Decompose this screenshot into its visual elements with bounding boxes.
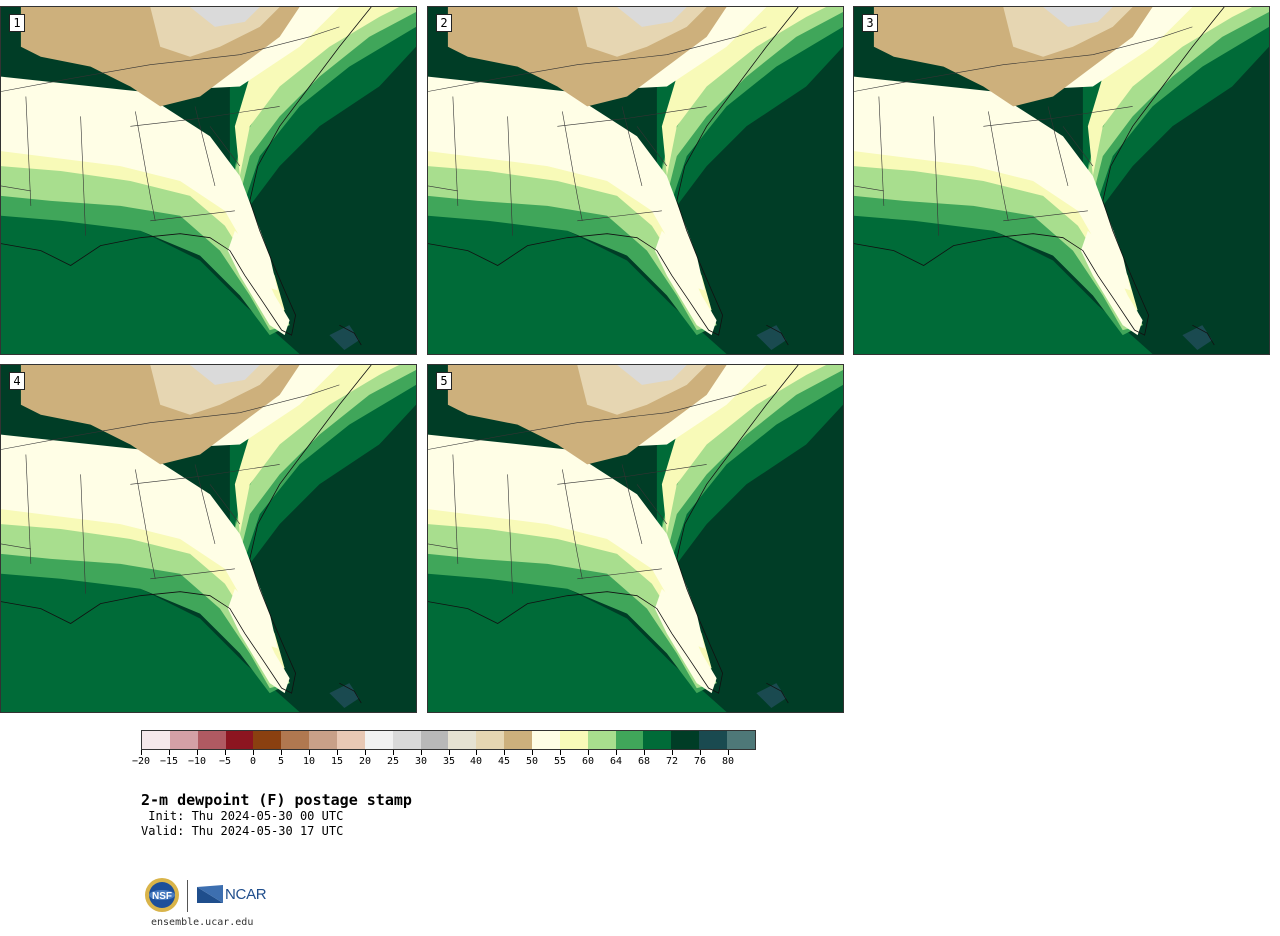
panel-number-label: 2 <box>436 14 452 32</box>
colorbar-segment <box>559 731 588 749</box>
colorbar-segment <box>727 731 755 749</box>
colorbar-segment <box>142 731 170 749</box>
colorbar-segment <box>364 731 393 749</box>
colorbar-segment <box>671 731 700 749</box>
colorbar-tick-label: 50 <box>525 756 539 767</box>
colorbar-tick <box>728 750 729 755</box>
init-time: Init: Thu 2024-05-30 00 UTC <box>141 809 344 823</box>
nsf-logo: NSF <box>145 878 179 912</box>
panel-number-label: 4 <box>9 372 25 390</box>
colorbar-segment <box>420 731 449 749</box>
colorbar-tick-label: 55 <box>553 756 567 767</box>
colorbar-segment <box>504 731 533 749</box>
colorbar-tick-label: 10 <box>302 756 316 767</box>
colorbar-tick-label: 20 <box>358 756 372 767</box>
colorbar-segment <box>337 731 365 749</box>
colorbar-segment <box>197 731 226 749</box>
colorbar-segment <box>615 731 644 749</box>
colorbar-segment <box>169 731 198 749</box>
colorbar-tick <box>393 750 394 755</box>
colorbar-tick <box>169 750 170 755</box>
valid-time: Valid: Thu 2024-05-30 17 UTC <box>141 824 344 838</box>
colorbar-ticks: −20 −15 −10 −5 0 5 10 15 20 25 30 35 40 45 50 55 60 64 68 7… <box>132 750 756 770</box>
colorbar-tick <box>560 750 561 755</box>
panel-number-label: 3 <box>862 14 878 32</box>
logo-divider <box>187 880 188 912</box>
dewpoint-map <box>428 365 843 712</box>
colorbar-tick-label: 72 <box>665 756 679 767</box>
colorbar-segment <box>476 731 505 749</box>
colorbar-tick <box>700 750 701 755</box>
logos: NSF NCAR <box>144 877 284 917</box>
colorbar-tick <box>532 750 533 755</box>
ncar-logo-text: NCAR <box>225 886 267 903</box>
colorbar-tick-label: 30 <box>414 756 428 767</box>
colorbar-tick-label: 60 <box>581 756 595 767</box>
panel-number-label: 1 <box>9 14 25 32</box>
colorbar-segment <box>587 731 616 749</box>
colorbar-tick-label: 25 <box>386 756 400 767</box>
colorbar-segment <box>392 731 421 749</box>
page-title: 2-m dewpoint (F) postage stamp <box>141 791 412 809</box>
colorbar-tick <box>141 750 142 755</box>
colorbar-tick <box>616 750 617 755</box>
colorbar-segment <box>643 731 672 749</box>
colorbar-tick <box>253 750 254 755</box>
nsf-logo-text: NSF <box>152 891 172 902</box>
colorbar-tick-label: −15 <box>159 756 179 767</box>
colorbar-tick <box>644 750 645 755</box>
map-panel-2: 2 <box>427 6 844 355</box>
colorbar-tick <box>421 750 422 755</box>
dewpoint-map <box>428 7 843 354</box>
colorbar-tick <box>672 750 673 755</box>
colorbar-tick <box>588 750 589 755</box>
colorbar-tick-label: 35 <box>442 756 456 767</box>
colorbar-segment <box>225 731 254 749</box>
map-panel-4: 4 <box>0 364 417 713</box>
colorbar-segment <box>309 731 338 749</box>
map-panel-3: 3 <box>853 6 1270 355</box>
colorbar-segment <box>253 731 282 749</box>
colorbar-segment <box>281 731 310 749</box>
map-panel-1: 1 <box>0 6 417 355</box>
colorbar-tick-label: 45 <box>497 756 511 767</box>
colorbar-segment <box>448 731 477 749</box>
colorbar-tick-label: 80 <box>721 756 735 767</box>
colorbar-tick <box>365 750 366 755</box>
colorbar-tick <box>309 750 310 755</box>
colorbar-tick-label: −5 <box>218 756 232 767</box>
site-url: ensemble.ucar.edu <box>151 917 254 928</box>
colorbar-tick <box>281 750 282 755</box>
colorbar-tick <box>225 750 226 755</box>
dewpoint-map <box>854 7 1269 354</box>
colorbar-tick <box>476 750 477 755</box>
panel-number-label: 5 <box>436 372 452 390</box>
colorbar-tick-label: 76 <box>693 756 707 767</box>
colorbar-tick-label: 15 <box>330 756 344 767</box>
colorbar-tick-label: 68 <box>637 756 651 767</box>
dewpoint-map <box>1 7 416 354</box>
colorbar-tick <box>337 750 338 755</box>
colorbar-tick-label: −10 <box>187 756 207 767</box>
colorbar-segment <box>699 731 728 749</box>
ncar-mark-icon <box>197 885 223 903</box>
map-panel-5: 5 <box>427 364 844 713</box>
colorbar-tick-label: 40 <box>469 756 483 767</box>
colorbar-tick <box>197 750 198 755</box>
colorbar-tick-label: 64 <box>609 756 623 767</box>
colorbar-tick-label: −20 <box>131 756 151 767</box>
colorbar <box>141 730 756 750</box>
dewpoint-map <box>1 365 416 712</box>
colorbar-tick <box>504 750 505 755</box>
colorbar-segment <box>532 731 560 749</box>
colorbar-tick-label: 5 <box>277 756 285 767</box>
colorbar-tick <box>449 750 450 755</box>
colorbar-tick-label: 0 <box>249 756 257 767</box>
